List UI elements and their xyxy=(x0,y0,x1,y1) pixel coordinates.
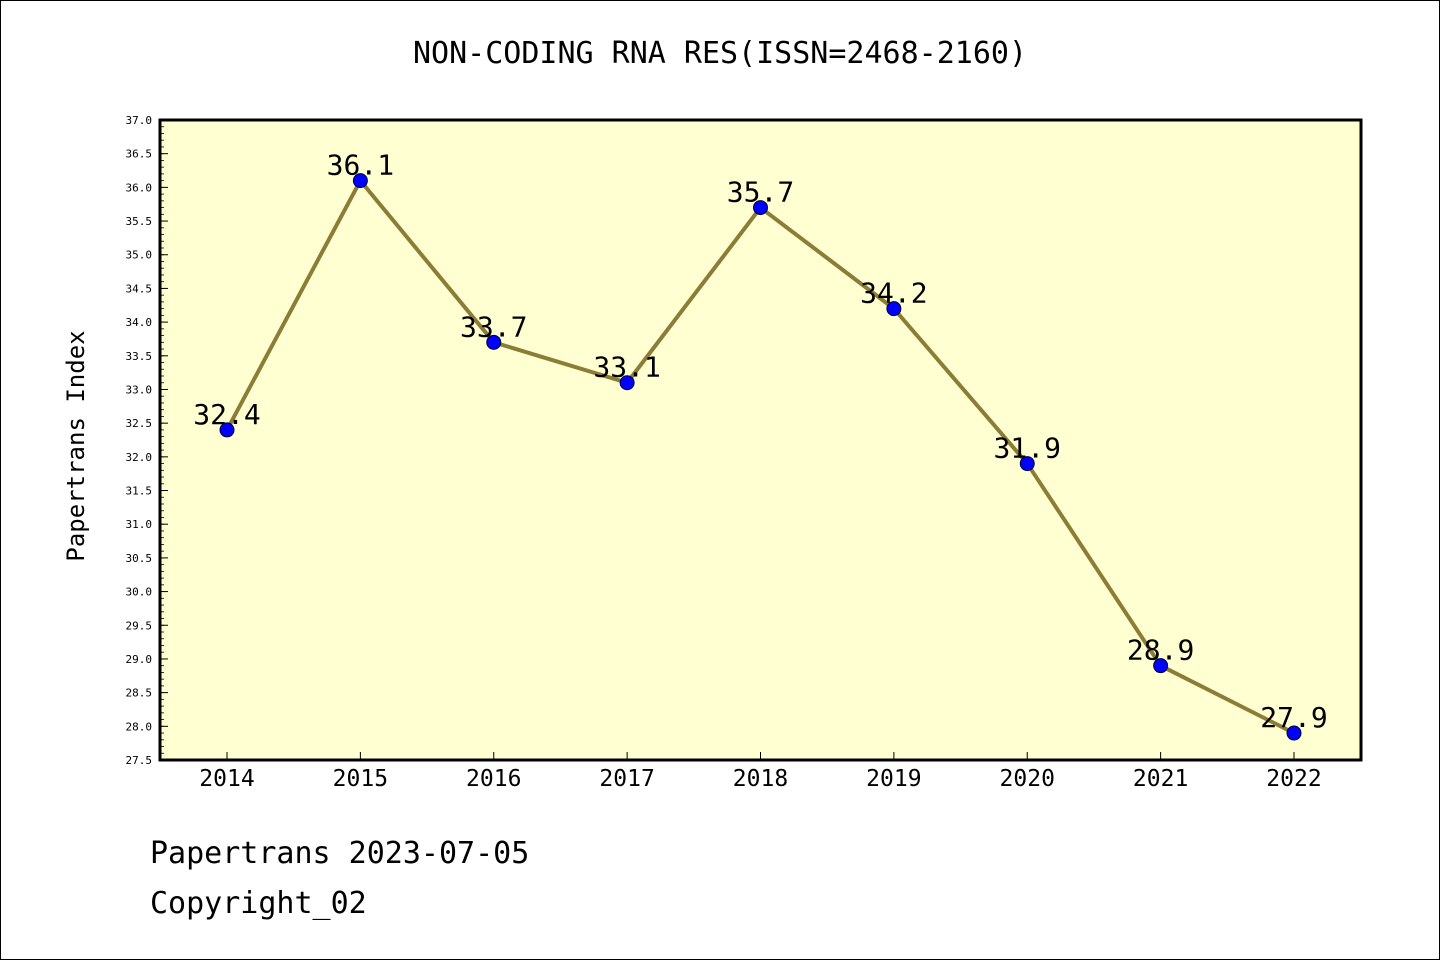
y-tick-label: 28.5 xyxy=(126,687,153,700)
x-tick-label: 2021 xyxy=(1133,766,1188,792)
data-point xyxy=(486,334,502,350)
data-label: 32.4 xyxy=(193,398,260,431)
x-tick-label: 2014 xyxy=(199,766,254,792)
x-tick-label: 2018 xyxy=(733,766,788,792)
data-label: 36.1 xyxy=(327,149,394,182)
y-tick-label: 34.5 xyxy=(126,282,153,295)
y-tick-label: 36.5 xyxy=(126,148,153,161)
y-tick-label: 34.0 xyxy=(126,316,153,329)
y-tick-label: 29.0 xyxy=(126,653,153,666)
plot-area xyxy=(160,120,1361,760)
y-tick-label: 37.0 xyxy=(126,114,153,127)
data-point xyxy=(619,375,635,391)
footer-copyright: Copyright_02 xyxy=(150,886,367,921)
x-tick-label: 2016 xyxy=(466,766,521,792)
y-tick-label: 30.5 xyxy=(126,552,153,565)
y-tick-label: 36.0 xyxy=(126,181,153,194)
data-point xyxy=(753,200,768,216)
footer-date: Papertrans 2023-07-05 xyxy=(150,836,530,871)
y-tick-label: 27.5 xyxy=(126,754,153,767)
y-tick-label: 30.0 xyxy=(126,586,153,599)
series-markers xyxy=(219,173,1302,741)
x-tick-label: 2019 xyxy=(866,766,921,792)
chart-title: NON-CODING RNA RES(ISSN=2468-2160) xyxy=(412,36,1028,71)
y-tick-label: 35.5 xyxy=(126,215,153,228)
data-point xyxy=(1286,725,1302,741)
y-tick-label: 29.5 xyxy=(126,619,153,632)
data-label: 35.7 xyxy=(727,176,794,209)
y-tick-label: 32.0 xyxy=(126,451,153,464)
y-tick-label: 33.0 xyxy=(126,383,153,396)
x-tick-label: 2022 xyxy=(1266,766,1321,792)
data-label: 33.7 xyxy=(460,310,527,343)
data-point xyxy=(352,173,368,189)
y-tick-label: 28.0 xyxy=(126,720,153,733)
x-tick-label: 2017 xyxy=(599,766,654,792)
data-label: 27.9 xyxy=(1260,701,1327,734)
y-tick-label: 35.0 xyxy=(126,249,153,262)
plot-border xyxy=(158,118,1363,762)
data-labels: 32.4 36.1 33.7 33.1 35.7 34.2 31.9 28.9 27.9 xyxy=(193,149,1327,734)
x-axis-ticks: 2014 2015 2016 2017 2018 2019 2020 2021 2022 xyxy=(199,752,1322,792)
y-tick-label: 31.5 xyxy=(126,485,153,498)
data-label: 31.9 xyxy=(994,432,1061,465)
y-tick-label: 33.5 xyxy=(126,350,153,363)
y-axis-label: Papertrans Index xyxy=(62,330,90,561)
y-tick-label: 32.5 xyxy=(126,417,153,430)
data-label: 28.9 xyxy=(1127,634,1194,667)
data-label: 33.1 xyxy=(593,351,660,384)
x-tick-label: 2020 xyxy=(1000,766,1055,792)
data-label: 34.2 xyxy=(860,277,927,310)
x-tick-label: 2015 xyxy=(333,766,388,792)
data-point xyxy=(1019,456,1035,472)
data-point xyxy=(886,301,902,317)
data-point xyxy=(1153,658,1169,674)
y-tick-label: 31.0 xyxy=(126,518,153,531)
data-point xyxy=(219,422,235,438)
